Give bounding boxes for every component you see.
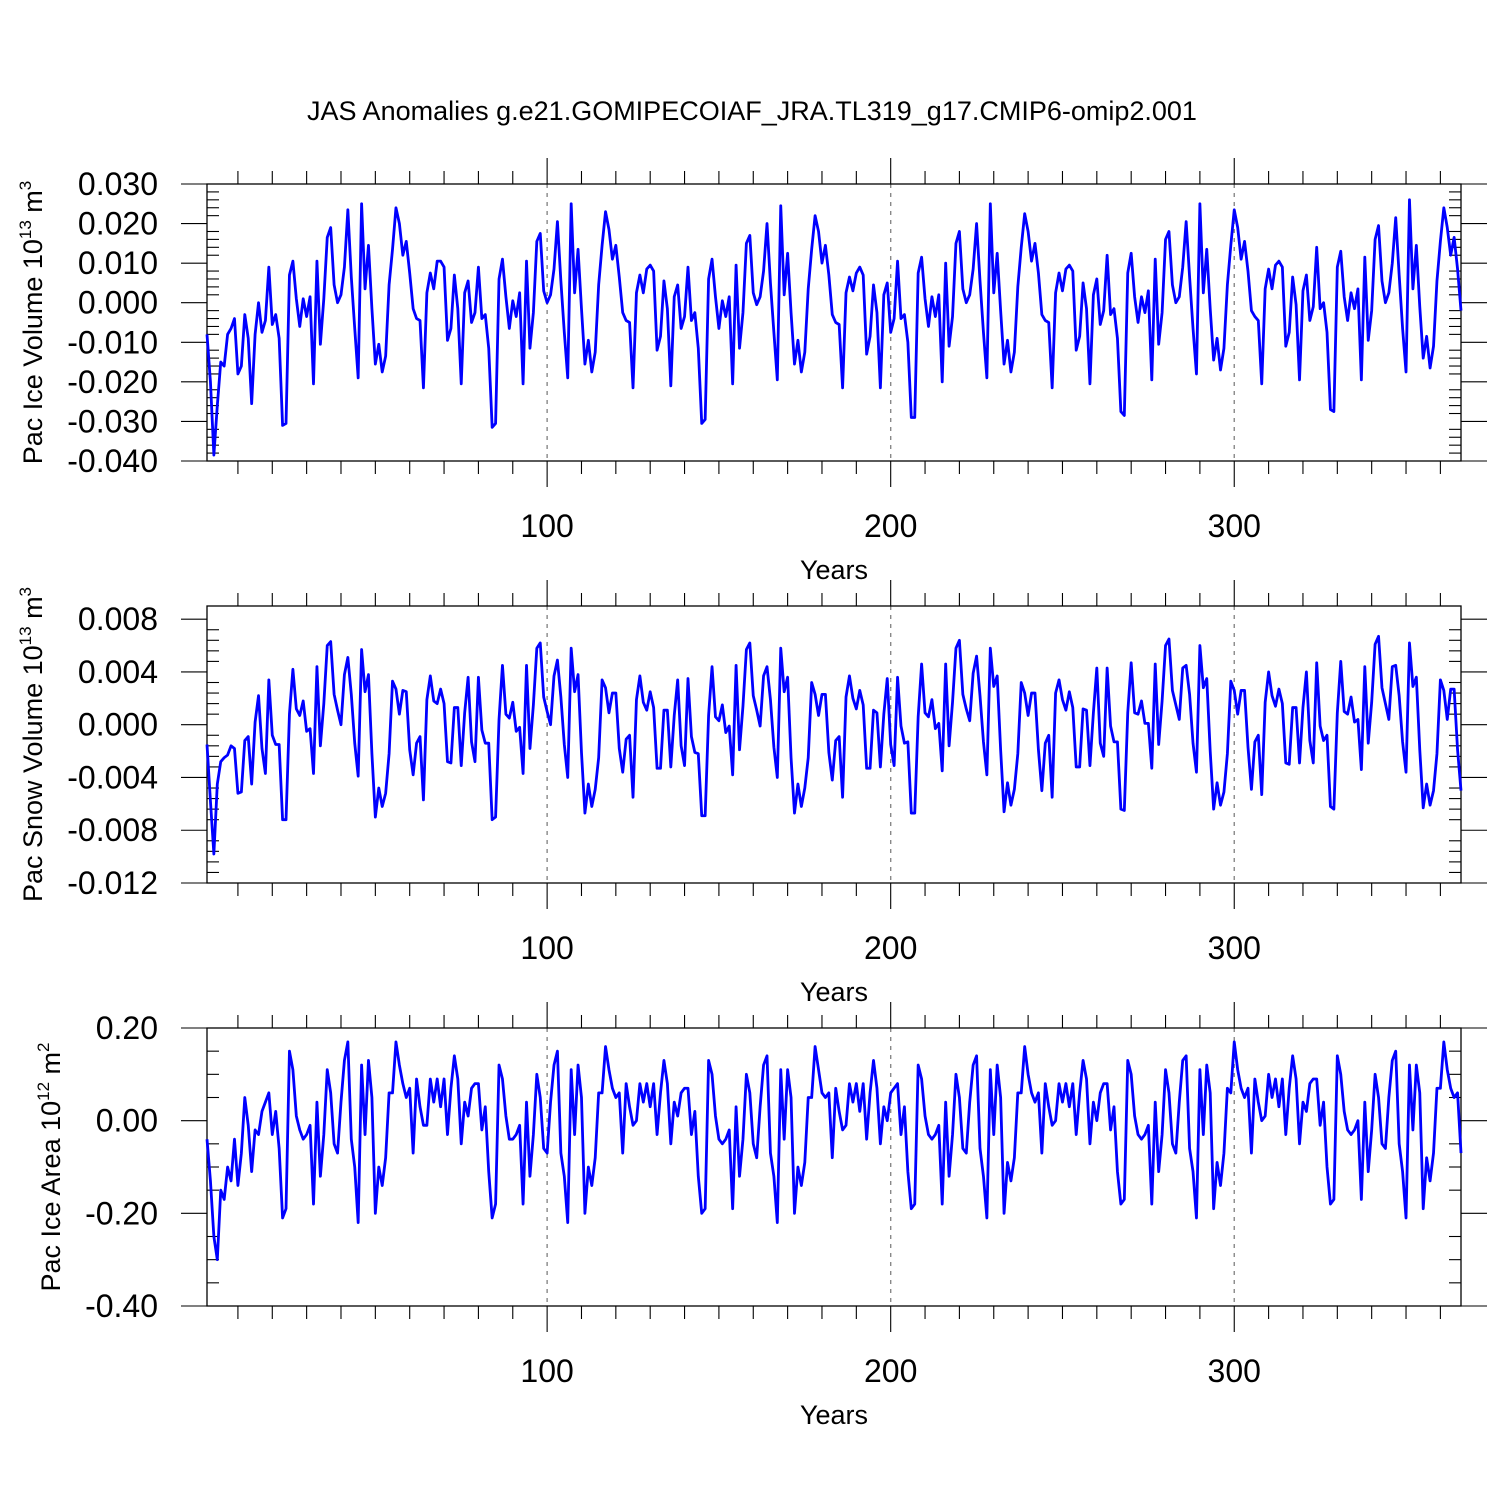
- snow-volume-y-axis-label: Pac Snow Volume 1013 m3: [16, 587, 48, 902]
- ice-area-y-tick-label: -0.20: [85, 1195, 158, 1231]
- ice-area-y-axis-label-unit-exponent: 2: [34, 1042, 53, 1051]
- ice-area-y-tick-label: 0.20: [96, 1010, 158, 1046]
- snow-volume-y-tick-label: 0.004: [78, 654, 158, 690]
- ice-volume-y-axis-label-exponent: 13: [16, 220, 35, 239]
- snow-volume-y-tick-label: -0.008: [67, 812, 158, 848]
- ice-volume-y-tick-label: -0.040: [67, 443, 158, 479]
- snow-volume-y-tick-label: -0.004: [67, 759, 158, 795]
- snow-volume-y-axis-label-main: Pac Snow Volume 10: [18, 645, 48, 902]
- snow-volume-x-axis-label: Years: [800, 977, 868, 1007]
- ice-volume-y-axis-label-unit-exponent: 3: [16, 181, 35, 190]
- snow-volume-y-tick-label: 0.008: [78, 601, 158, 637]
- ice-volume-y-tick-label: 0.000: [78, 285, 158, 321]
- ice-volume-series-line: [205, 198, 1463, 457]
- ice-area-y-axis-label-unit: m: [36, 1052, 66, 1082]
- ice-area-x-tick-label: 300: [1208, 1353, 1261, 1389]
- ice-area-x-tick-label: 100: [520, 1353, 573, 1389]
- ice-volume-y-axis-label-unit: m: [18, 190, 48, 220]
- ice-area-x-tick-label: 200: [864, 1353, 917, 1389]
- ice-area-series-line: [205, 1040, 1463, 1262]
- snow-volume-y-axis-label-unit-exponent: 3: [16, 587, 35, 596]
- ice-volume-y-tick-label: 0.030: [78, 166, 158, 202]
- figure-title: JAS Anomalies g.e21.GOMIPECOIAF_JRA.TL31…: [307, 96, 1197, 126]
- ice-volume-y-tick-label: -0.020: [67, 364, 158, 400]
- snow-volume-x-tick-label: 200: [864, 930, 917, 966]
- snow-volume-y-axis-label-unit: m: [18, 596, 48, 626]
- ice-volume-x-tick-label: 300: [1208, 508, 1261, 544]
- ice-area-y-tick-label: -0.40: [85, 1288, 158, 1324]
- ice-volume-x-axis-label: Years: [800, 555, 868, 585]
- snow-volume-y-tick-label: 0.000: [78, 707, 158, 743]
- ice-volume-y-axis-label: Pac Ice Volume 1013 m3: [16, 181, 48, 465]
- ice-area-panel: 100 200 300 -0.40 -0.20 0.00 0.20 Years Pac Ice …: [34, 1002, 1487, 1430]
- ice-volume-y-tick-label: 0.010: [78, 245, 158, 281]
- snow-volume-series-line: [205, 634, 1463, 856]
- snow-volume-panel: 100 200 300 -0.012 -0.008 -0.004 0.000 0.004 0.0…: [16, 580, 1487, 1007]
- ice-volume-plot-frame: [206, 183, 1462, 462]
- ice-volume-y-tick-label: -0.010: [67, 324, 158, 360]
- snow-volume-y-axis-label-exponent: 13: [16, 626, 35, 645]
- ice-area-x-axis-label: Years: [800, 1400, 868, 1430]
- ice-volume-y-tick-label: -0.030: [67, 403, 158, 439]
- ice-volume-x-tick-label: 100: [520, 508, 573, 544]
- snow-volume-y-tick-label: -0.012: [67, 865, 158, 901]
- ice-area-y-axis-label-main: Pac Ice Area 10: [36, 1101, 66, 1292]
- ice-volume-y-tick-label: 0.020: [78, 206, 158, 242]
- snow-volume-x-tick-label: 100: [520, 930, 573, 966]
- ice-area-y-axis-label-exponent: 12: [34, 1082, 53, 1101]
- snow-volume-x-tick-label: 300: [1208, 930, 1261, 966]
- ice-area-y-axis-label: Pac Ice Area 1012 m2: [34, 1042, 66, 1291]
- ice-volume-y-axis-label-main: Pac Ice Volume 10: [18, 239, 48, 464]
- ice-area-y-tick-label: 0.00: [96, 1103, 158, 1139]
- ice-volume-x-tick-label: 200: [864, 508, 917, 544]
